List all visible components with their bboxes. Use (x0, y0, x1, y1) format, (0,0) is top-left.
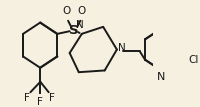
Text: F: F (24, 93, 30, 103)
Text: N: N (76, 20, 84, 30)
Text: N: N (157, 72, 165, 82)
Text: F: F (49, 93, 55, 103)
Text: O: O (78, 6, 86, 16)
Text: O: O (62, 6, 71, 16)
Text: Cl: Cl (188, 55, 199, 65)
Text: N: N (118, 43, 126, 53)
Text: S: S (69, 24, 79, 37)
Text: F: F (37, 97, 43, 107)
